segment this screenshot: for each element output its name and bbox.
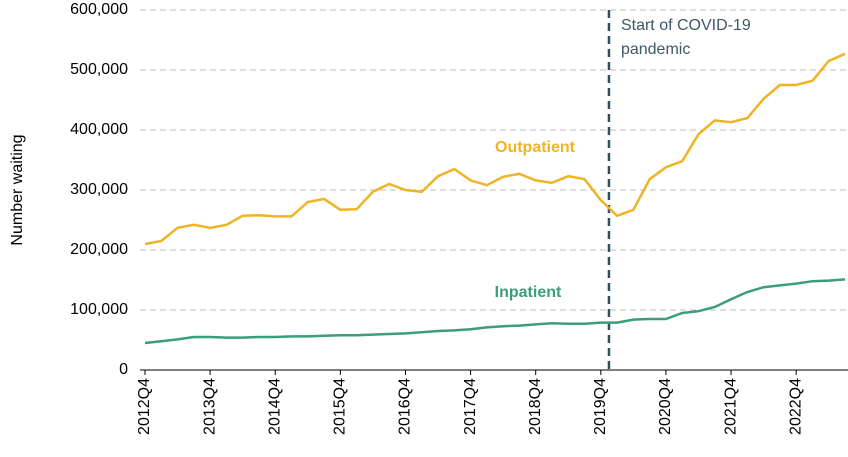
annotation: Start of COVID-19 bbox=[621, 17, 751, 34]
x-tick-label: 2012Q4 bbox=[136, 378, 153, 435]
x-tick-label: 2016Q4 bbox=[397, 378, 414, 435]
x-tick-label: 2018Q4 bbox=[527, 378, 544, 435]
annotation: pandemic bbox=[621, 41, 690, 58]
y-tick-label: 0 bbox=[119, 361, 128, 378]
x-tick-label: 2013Q4 bbox=[201, 378, 218, 435]
x-tick-label: 2020Q4 bbox=[657, 378, 674, 435]
y-tick-label: 500,000 bbox=[70, 61, 128, 78]
x-tick-label: 2019Q4 bbox=[592, 378, 609, 435]
y-axis-label: Number waiting bbox=[9, 134, 26, 245]
y-tick-label: 400,000 bbox=[70, 121, 128, 138]
series-line bbox=[144, 52, 846, 246]
series-label: Inpatient bbox=[495, 284, 562, 301]
x-tick-label: 2015Q4 bbox=[332, 378, 349, 435]
x-tick-label: 2017Q4 bbox=[462, 378, 479, 435]
y-tick-label: 200,000 bbox=[70, 241, 128, 258]
y-tick-label: 300,000 bbox=[70, 181, 128, 198]
series-label: Outpatient bbox=[495, 139, 576, 156]
x-tick-label: 2014Q4 bbox=[266, 378, 283, 435]
series-line bbox=[144, 278, 846, 345]
x-tick-label: 2022Q4 bbox=[787, 378, 804, 435]
x-tick-label: 2021Q4 bbox=[722, 378, 739, 435]
y-tick-label: 100,000 bbox=[70, 301, 128, 318]
y-tick-label: 600,000 bbox=[70, 1, 128, 18]
